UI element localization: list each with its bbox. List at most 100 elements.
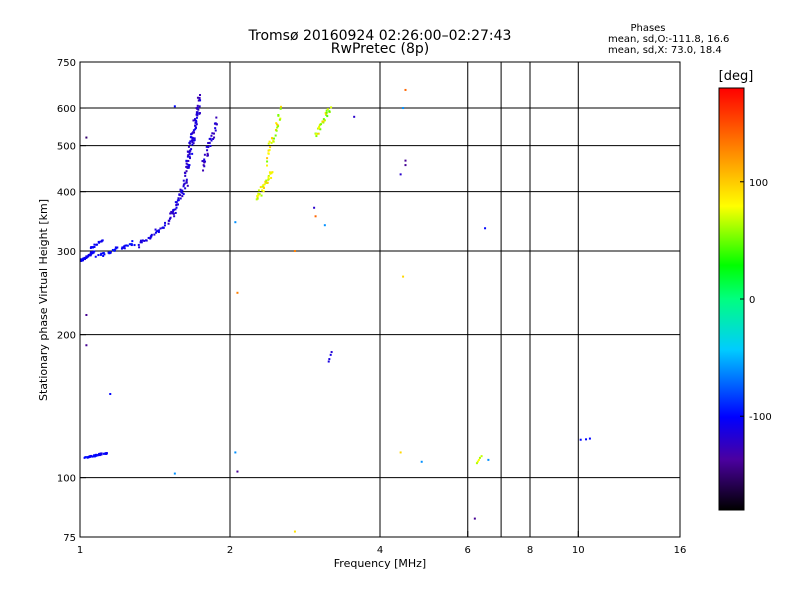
- data-point: [326, 115, 329, 118]
- data-point: [215, 116, 218, 119]
- data-point: [195, 116, 198, 119]
- data-point: [179, 188, 182, 191]
- y-tick-label: 300: [57, 247, 76, 258]
- data-point: [85, 136, 88, 139]
- data-point: [169, 212, 172, 215]
- data-point: [100, 240, 103, 243]
- data-point: [154, 228, 157, 231]
- data-point: [141, 239, 144, 242]
- data-point: [174, 201, 177, 204]
- data-point: [157, 229, 160, 232]
- data-point: [293, 250, 296, 253]
- data-point: [313, 206, 316, 209]
- data-point: [102, 452, 105, 455]
- data-point: [209, 144, 212, 147]
- data-point: [234, 221, 237, 224]
- data-point: [203, 158, 206, 161]
- y-tick-label: 100: [57, 474, 76, 485]
- data-point: [109, 393, 112, 396]
- data-point: [404, 159, 407, 162]
- data-point: [190, 148, 193, 151]
- data-point: [269, 172, 272, 175]
- data-point: [93, 243, 96, 246]
- data-point: [182, 185, 185, 188]
- data-point: [161, 226, 164, 229]
- x-axis-ticks: 1 2 4 6 8 10 16: [77, 531, 686, 556]
- data-point: [276, 123, 279, 126]
- data-point: [179, 197, 182, 200]
- data-point: [92, 455, 95, 458]
- data-point: [478, 456, 481, 459]
- data-point: [183, 171, 186, 174]
- data-point: [189, 140, 192, 143]
- data-point: [193, 131, 196, 134]
- data-point: [131, 240, 134, 243]
- data-point: [318, 123, 321, 126]
- data-point: [329, 353, 332, 356]
- data-point: [476, 460, 479, 463]
- data-point: [185, 159, 188, 162]
- data-point: [255, 198, 258, 201]
- data-point: [138, 246, 141, 249]
- data-point: [186, 184, 189, 187]
- data-point: [85, 344, 88, 347]
- data-point: [268, 140, 271, 143]
- data-point: [267, 142, 270, 145]
- data-point: [133, 244, 136, 247]
- data-point: [167, 222, 170, 225]
- data-point: [187, 154, 190, 157]
- data-point: [174, 211, 177, 214]
- data-point: [402, 275, 405, 278]
- data-point: [84, 456, 87, 459]
- y-tick-label: 200: [57, 331, 76, 342]
- data-point: [175, 203, 178, 206]
- data-point: [473, 517, 476, 520]
- x-tick-label: 10: [572, 545, 585, 556]
- data-point: [196, 106, 199, 109]
- data-point: [213, 136, 216, 139]
- data-point: [90, 454, 93, 457]
- data-point: [212, 132, 215, 135]
- data-point: [271, 171, 274, 174]
- data-point: [108, 252, 111, 255]
- data-point: [326, 108, 329, 111]
- data-point: [214, 129, 217, 132]
- data-point: [262, 186, 265, 189]
- data-point: [171, 211, 174, 214]
- data-point: [185, 178, 188, 181]
- data-point: [260, 194, 263, 197]
- data-point: [322, 120, 325, 123]
- data-point: [186, 163, 189, 166]
- data-point: [325, 109, 328, 112]
- data-point: [150, 233, 153, 236]
- colorbar-tick-label: -100: [749, 412, 772, 423]
- colorbar-tick-label: 100: [749, 178, 768, 189]
- data-point: [86, 456, 89, 459]
- data-point: [102, 254, 105, 257]
- data-point: [315, 135, 318, 138]
- data-point: [203, 153, 206, 156]
- data-point: [185, 181, 188, 184]
- data-point: [323, 119, 326, 122]
- data-point: [257, 189, 260, 192]
- data-point: [209, 137, 212, 140]
- data-point: [269, 146, 272, 149]
- data-point: [279, 105, 282, 108]
- data-point: [318, 125, 321, 128]
- data-point: [104, 452, 107, 455]
- data-point: [270, 171, 273, 174]
- data-point: [195, 123, 198, 126]
- data-point: [97, 240, 100, 243]
- data-point: [116, 246, 119, 249]
- colorbar-tick-label: 0: [749, 295, 755, 306]
- data-point: [140, 241, 143, 244]
- data-point: [585, 438, 588, 441]
- data-point: [123, 245, 126, 248]
- data-point: [186, 155, 189, 158]
- data-point: [145, 239, 148, 242]
- data-point: [94, 255, 97, 258]
- data-point: [192, 129, 195, 132]
- data-point: [173, 472, 176, 475]
- data-point: [323, 224, 326, 227]
